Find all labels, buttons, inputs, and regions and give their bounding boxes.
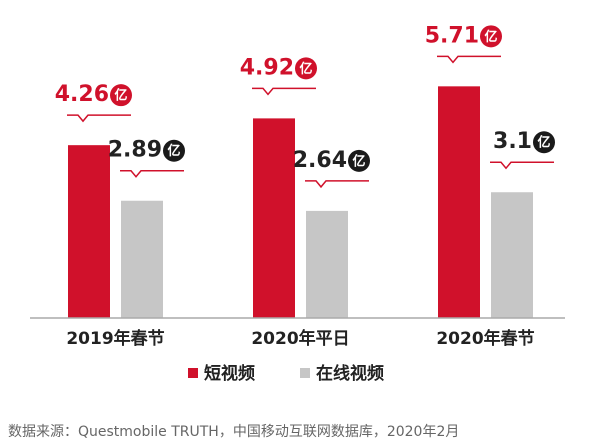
unit-label: 亿 xyxy=(537,135,550,151)
unit-badge xyxy=(348,149,370,172)
value-label: 2.89 xyxy=(108,138,162,163)
unit-badge xyxy=(110,84,132,107)
bar xyxy=(491,192,533,318)
unit-badge xyxy=(533,131,555,154)
label-callout xyxy=(120,169,184,178)
label-callout xyxy=(490,161,554,170)
bar xyxy=(306,210,348,318)
legend-label: 短视频 xyxy=(204,363,255,384)
source-note: 数据来源：Questmobile TRUTH，中国移动互联网数据库，2020年2… xyxy=(8,424,459,440)
label-callout xyxy=(437,55,501,64)
legend-swatch xyxy=(300,368,310,378)
unit-badge xyxy=(295,57,317,80)
value-label: 3.1 xyxy=(493,129,532,154)
unit-label: 亿 xyxy=(352,153,365,169)
x-tick-label: 2020年春节 xyxy=(436,328,534,349)
unit-label: 亿 xyxy=(299,61,312,77)
value-label: 4.92 xyxy=(240,55,294,80)
bar xyxy=(68,145,110,318)
label-callout xyxy=(305,180,369,189)
unit-label: 亿 xyxy=(167,143,180,159)
label-callout xyxy=(252,87,316,96)
label-callout xyxy=(67,114,131,123)
unit-badge xyxy=(163,139,185,162)
bar xyxy=(438,86,480,318)
value-label: 2.64 xyxy=(293,148,347,173)
legend-swatch xyxy=(188,368,198,378)
bar xyxy=(121,200,163,318)
unit-badge xyxy=(480,25,502,48)
unit-label: 亿 xyxy=(114,88,127,104)
value-label: 5.71 xyxy=(425,23,479,48)
unit-label: 亿 xyxy=(484,29,497,45)
bar xyxy=(253,118,295,318)
x-tick-label: 2019年春节 xyxy=(66,328,164,349)
x-tick-label: 2020年平日 xyxy=(251,328,349,349)
value-label: 4.26 xyxy=(55,82,109,107)
legend-label: 在线视频 xyxy=(316,363,384,384)
